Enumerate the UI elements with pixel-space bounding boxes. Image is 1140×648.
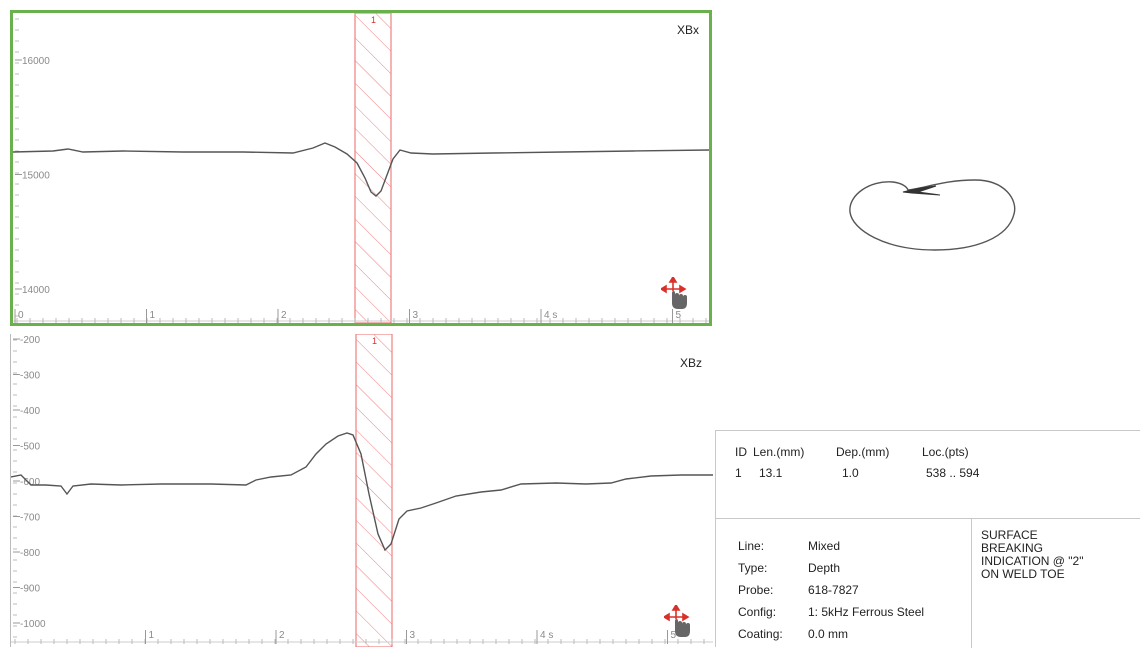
x-tick-label: 2	[279, 630, 285, 641]
y-tick-label: -500	[20, 442, 40, 453]
y-tick-label: 16000	[22, 56, 50, 67]
info-row-probe: Probe: 618-7827	[738, 579, 924, 601]
xbz-trace-svg: 1 -200 -300 -400 -500 -600 -700 -800 -900 -1000 1 2…	[11, 334, 713, 647]
y-tick-label: -700	[20, 513, 40, 524]
indication-marker-label: 1	[371, 15, 376, 25]
info-divider	[971, 519, 972, 648]
table-cell-depth: 1.0	[842, 466, 859, 480]
table-header-id: ID	[735, 445, 747, 459]
table-header-depth: Dep.(mm)	[836, 445, 890, 459]
y-tick-label: -800	[20, 548, 40, 559]
indication-table: ID Len.(mm) Dep.(mm) Loc.(pts) 1 13.1 1.…	[715, 430, 1140, 518]
signal-trace	[13, 142, 709, 197]
info-value: Mixed	[808, 539, 841, 553]
table-header-location: Loc.(pts)	[922, 445, 969, 459]
y-tick-label: -1000	[20, 619, 46, 630]
x-tick-label: 0	[18, 310, 24, 321]
x-tick-label: 1	[149, 630, 155, 641]
y-tick-label: 15000	[22, 171, 50, 182]
info-row-type: Type: Depth	[738, 557, 924, 579]
x-tick-label: 5	[671, 630, 677, 641]
table-cell-location: 538 .. 594	[926, 466, 980, 480]
y-tick-label: -900	[20, 584, 40, 595]
info-row-line: Line: Mixed	[738, 535, 924, 557]
xbx-trace-panel[interactable]: 1 16000 15000 14000 0 1 2 3 4 s 5 XBx	[10, 10, 712, 326]
info-value: Depth	[808, 561, 841, 575]
table-header-length: Len.(mm)	[753, 445, 805, 459]
indication-marker-label: 1	[372, 336, 377, 346]
info-key: Probe:	[738, 583, 774, 597]
x-tick-label: 3	[410, 630, 416, 641]
x-tick-label: 4 s	[540, 630, 553, 641]
y-tick-label: -200	[20, 335, 40, 346]
xbz-channel-label: XBz	[679, 356, 702, 370]
y-tick-label: -300	[20, 371, 40, 382]
info-key: Coating:	[738, 627, 783, 641]
move-cursor-icon[interactable]	[664, 605, 694, 639]
inspection-fields: Line: Mixed Type: Depth Probe: 618-7827 Con…	[738, 535, 924, 645]
xbx-channel-label: XBx	[676, 23, 699, 37]
info-key: Config:	[738, 605, 777, 619]
info-value: 0.0 mm	[808, 627, 849, 641]
lissajous-figure	[849, 179, 1016, 251]
table-cell-length: 13.1	[759, 466, 783, 480]
lissajous-indication-mark	[902, 185, 941, 196]
table-cell-id: 1	[735, 466, 742, 480]
x-tick-label: 2	[281, 310, 287, 321]
info-row-config: Config: 1: 5kHz Ferrous Steel	[738, 601, 924, 623]
info-row-coating: Coating: 0.0 mm	[738, 623, 924, 645]
info-key: Line:	[738, 539, 765, 553]
inspection-info-box: Line: Mixed Type: Depth Probe: 618-7827 Con…	[715, 518, 1140, 648]
xbx-trace-svg: 1 16000 15000 14000 0 1 2 3 4 s 5	[13, 13, 709, 323]
impedance-plane-view[interactable]	[715, 0, 1140, 425]
indication-marker-band: 1	[354, 13, 392, 323]
indication-note: SURFACE BREAKING INDICATION @ "2" ON WEL…	[981, 528, 1084, 581]
y-tick-label: -600	[20, 477, 40, 488]
indication-marker-band: 1	[355, 334, 393, 647]
y-tick-label: 14000	[22, 285, 50, 296]
x-tick-label: 1	[150, 310, 156, 321]
xbz-trace-panel[interactable]: 1 -200 -300 -400 -500 -600 -700 -800 -900 -1000 1 2…	[10, 334, 713, 647]
info-value: 1: 5kHz Ferrous Steel	[808, 605, 925, 619]
lissajous-trace	[849, 179, 1016, 251]
x-tick-label: 5	[676, 310, 682, 321]
signal-trace	[11, 432, 713, 552]
y-tick-label: -400	[20, 406, 40, 417]
info-key: Type:	[738, 561, 768, 575]
move-cursor-icon[interactable]	[661, 277, 691, 311]
x-tick-label: 3	[413, 310, 419, 321]
info-value: 618-7827	[808, 583, 859, 597]
x-tick-label: 4 s	[544, 310, 557, 321]
